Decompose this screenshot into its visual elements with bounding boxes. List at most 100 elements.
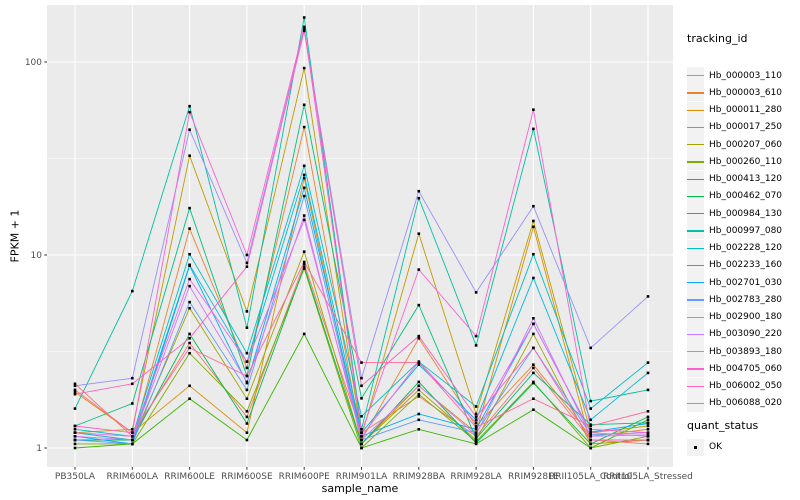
data-point (646, 433, 650, 437)
data-point (245, 438, 249, 442)
data-point (73, 388, 77, 392)
data-point (532, 346, 535, 350)
data-point (188, 154, 191, 157)
data-point (646, 361, 650, 364)
data-point (417, 392, 421, 396)
data-point (302, 27, 306, 31)
data-point (302, 125, 306, 129)
data-point (474, 291, 478, 294)
data-point (589, 435, 592, 438)
data-point (646, 410, 650, 413)
data-point (360, 446, 363, 450)
data-point (245, 380, 249, 384)
data-point (474, 426, 478, 429)
legend-title-quant-status: quant_status (687, 419, 759, 432)
data-point (474, 334, 478, 338)
data-point (417, 232, 421, 235)
data-point (532, 332, 535, 336)
data-point (474, 438, 478, 442)
data-point (474, 433, 478, 437)
data-point (188, 206, 191, 210)
data-point (188, 341, 191, 345)
data-point (131, 442, 134, 446)
data-point (646, 422, 650, 425)
data-point (188, 284, 191, 288)
data-point (188, 110, 191, 114)
data-point (302, 194, 306, 198)
data-point (73, 392, 77, 396)
data-point (245, 388, 249, 392)
data-point (589, 424, 592, 428)
x-tick-label: RRII105LA_Stressed (603, 472, 693, 482)
data-point (188, 227, 191, 230)
data-point (417, 412, 421, 416)
data-point (532, 363, 535, 366)
data-point (417, 303, 421, 307)
data-point (532, 366, 535, 370)
data-point (245, 310, 249, 313)
data-point (646, 388, 650, 392)
data-point (245, 431, 249, 434)
data-point (360, 431, 363, 434)
data-point (302, 265, 306, 268)
data-point (131, 382, 134, 386)
data-point (131, 289, 134, 293)
data-point (73, 435, 77, 438)
data-point (73, 384, 77, 388)
data-point (532, 371, 535, 375)
data-point (417, 384, 421, 388)
data-point (302, 262, 306, 266)
data-point (131, 428, 134, 431)
data-point (188, 397, 191, 400)
data-point (646, 424, 650, 428)
data-point (131, 438, 134, 442)
data-point (360, 415, 363, 418)
data-point (417, 334, 421, 338)
data-point (532, 276, 535, 280)
data-point (73, 428, 77, 431)
x-axis-title: sample_name (321, 482, 399, 495)
data-point (474, 437, 478, 440)
data-point (646, 435, 650, 438)
data-point (417, 337, 421, 340)
data-point (302, 103, 306, 107)
data-point (302, 218, 306, 222)
x-tick-label: RRIM928BA (393, 472, 446, 482)
x-tick-label: RRIM928LA (450, 472, 502, 482)
y-tick-label: 10 (31, 251, 43, 261)
data-point (532, 225, 535, 229)
data-point (245, 397, 249, 400)
data-point (532, 397, 535, 400)
data-point (73, 424, 77, 428)
data-point (532, 127, 535, 131)
data-point (417, 380, 421, 384)
data-point (245, 351, 249, 355)
data-point (131, 376, 134, 380)
data-point (302, 173, 306, 177)
data-point (131, 435, 134, 438)
data-point (474, 418, 478, 422)
data-point (302, 186, 306, 190)
data-point (417, 395, 421, 398)
data-point (188, 104, 191, 108)
x-tick-label: RRIM600SE (221, 472, 273, 482)
data-point (360, 442, 363, 446)
data-point (302, 332, 306, 336)
data-point (302, 260, 306, 264)
data-point (188, 264, 191, 267)
data-point (131, 431, 134, 434)
data-point (245, 326, 249, 329)
data-point (532, 381, 535, 385)
data-point (360, 384, 363, 388)
data-point (589, 433, 592, 437)
x-tick-label: RRIM928LE (508, 472, 559, 482)
x-tick-label: PB350LA (55, 472, 96, 482)
data-point (360, 376, 363, 380)
data-point (474, 405, 478, 408)
x-tick-label: RRIM901LA (336, 472, 388, 482)
x-tick-label: RRIM600LA (107, 472, 159, 482)
data-point (302, 16, 306, 19)
data-point (302, 66, 306, 70)
data-point (302, 176, 306, 180)
data-point (474, 428, 478, 431)
